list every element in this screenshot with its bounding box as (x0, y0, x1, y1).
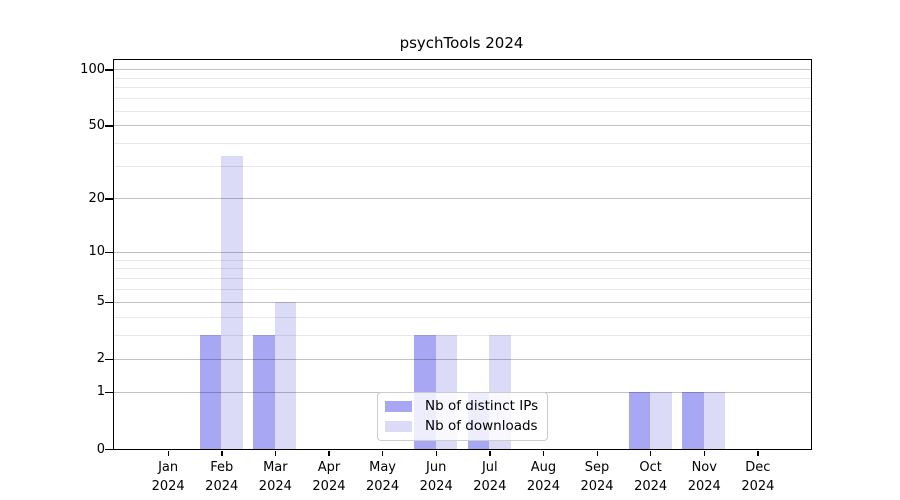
legend-label-downloads: Nb of downloads (425, 418, 538, 434)
y-axis-tick-label: 5 (96, 294, 105, 310)
gridline-minor (114, 143, 811, 145)
y-tick-mark (105, 449, 113, 451)
bar-feb-downloads (221, 156, 243, 449)
x-tick-mark (650, 451, 652, 456)
gridline-minor (114, 259, 811, 261)
gridline-major (114, 69, 811, 71)
gridline-major (114, 358, 811, 360)
y-tick-mark (105, 391, 113, 394)
y-tick-mark (105, 251, 113, 253)
x-tick-mark (382, 451, 384, 456)
x-axis-tick-label: Feb 2024 (205, 460, 239, 494)
x-tick-mark (703, 451, 706, 456)
x-axis-tick-label: Dec 2024 (741, 460, 775, 494)
y-axis-tick-label: 20 (88, 190, 105, 206)
legend-item-downloads: Nb of downloads (385, 418, 538, 434)
gridline-minor (114, 288, 811, 290)
gridline-major (114, 251, 811, 253)
gridline-minor (114, 316, 811, 318)
bars-layer (114, 60, 811, 449)
gridline-minor (114, 334, 811, 336)
x-axis-tick-label: May 2024 (366, 460, 400, 494)
bar-feb-distinct-ips (199, 334, 222, 449)
gridline-minor (114, 77, 811, 79)
x-axis-tick-label: Jan 2024 (151, 460, 185, 494)
y-axis-tick-label: 10 (88, 244, 105, 260)
x-tick-mark (167, 451, 169, 456)
bar-mar-downloads (274, 301, 297, 449)
gridline-minor (114, 87, 811, 89)
y-axis-tick-label: 1 (96, 384, 105, 400)
bar-nov-downloads (703, 391, 726, 449)
y-tick-mark (105, 301, 113, 303)
x-axis-tick-label: Nov 2024 (687, 460, 721, 494)
legend-swatch-downloads (385, 420, 412, 432)
bar-oct-downloads (650, 391, 672, 449)
x-axis-tick-label: Jun 2024 (419, 460, 453, 494)
x-tick-mark (542, 451, 545, 456)
gridline-major (114, 198, 811, 200)
bar-mar-distinct-ips (253, 334, 275, 449)
y-axis-tick-label: 50 (88, 117, 105, 133)
y-tick-mark (105, 358, 113, 360)
legend-item-distinct-ips: Nb of distinct IPs (385, 398, 538, 414)
bar-nov-distinct-ips (682, 391, 704, 449)
legend-label-distinct-ips: Nb of distinct IPs (425, 398, 539, 414)
y-tick-mark (105, 125, 113, 127)
legend-swatch-distinct-ips (385, 400, 412, 412)
y-axis-tick-label: 0 (96, 441, 105, 457)
x-tick-mark (435, 451, 437, 456)
gridline-minor (114, 166, 811, 168)
gridline-minor (114, 268, 811, 270)
plot-area (113, 59, 812, 450)
gridline-major (114, 301, 811, 303)
gridline-minor (114, 98, 811, 100)
y-axis-tick-label: 2 (96, 351, 105, 367)
x-axis-tick-label: Sep 2024 (580, 460, 614, 494)
x-axis-tick-label: Apr 2024 (312, 460, 346, 494)
x-tick-mark (221, 451, 223, 456)
y-tick-mark (105, 198, 113, 200)
y-axis-tick-label: 100 (80, 61, 105, 77)
legend: Nb of distinct IPs Nb of downloads (377, 392, 549, 441)
bar-oct-distinct-ips (628, 391, 651, 449)
x-axis-tick-label: Jul 2024 (473, 460, 507, 494)
x-axis-tick-label: Aug 2024 (526, 460, 560, 494)
x-tick-mark (489, 451, 491, 456)
x-tick-mark (274, 451, 277, 456)
x-tick-mark (596, 451, 598, 456)
x-axis-tick-label: Oct 2024 (634, 460, 668, 494)
grid-layer (114, 60, 811, 449)
x-tick-mark (757, 451, 759, 456)
gridline-major (114, 125, 811, 127)
x-tick-mark (328, 451, 330, 456)
gridline-minor (114, 277, 811, 279)
gridline-minor (114, 110, 811, 112)
chart-title: psychTools 2024 (399, 34, 524, 52)
y-tick-mark (105, 69, 113, 71)
x-axis-tick-label: Mar 2024 (258, 460, 292, 494)
